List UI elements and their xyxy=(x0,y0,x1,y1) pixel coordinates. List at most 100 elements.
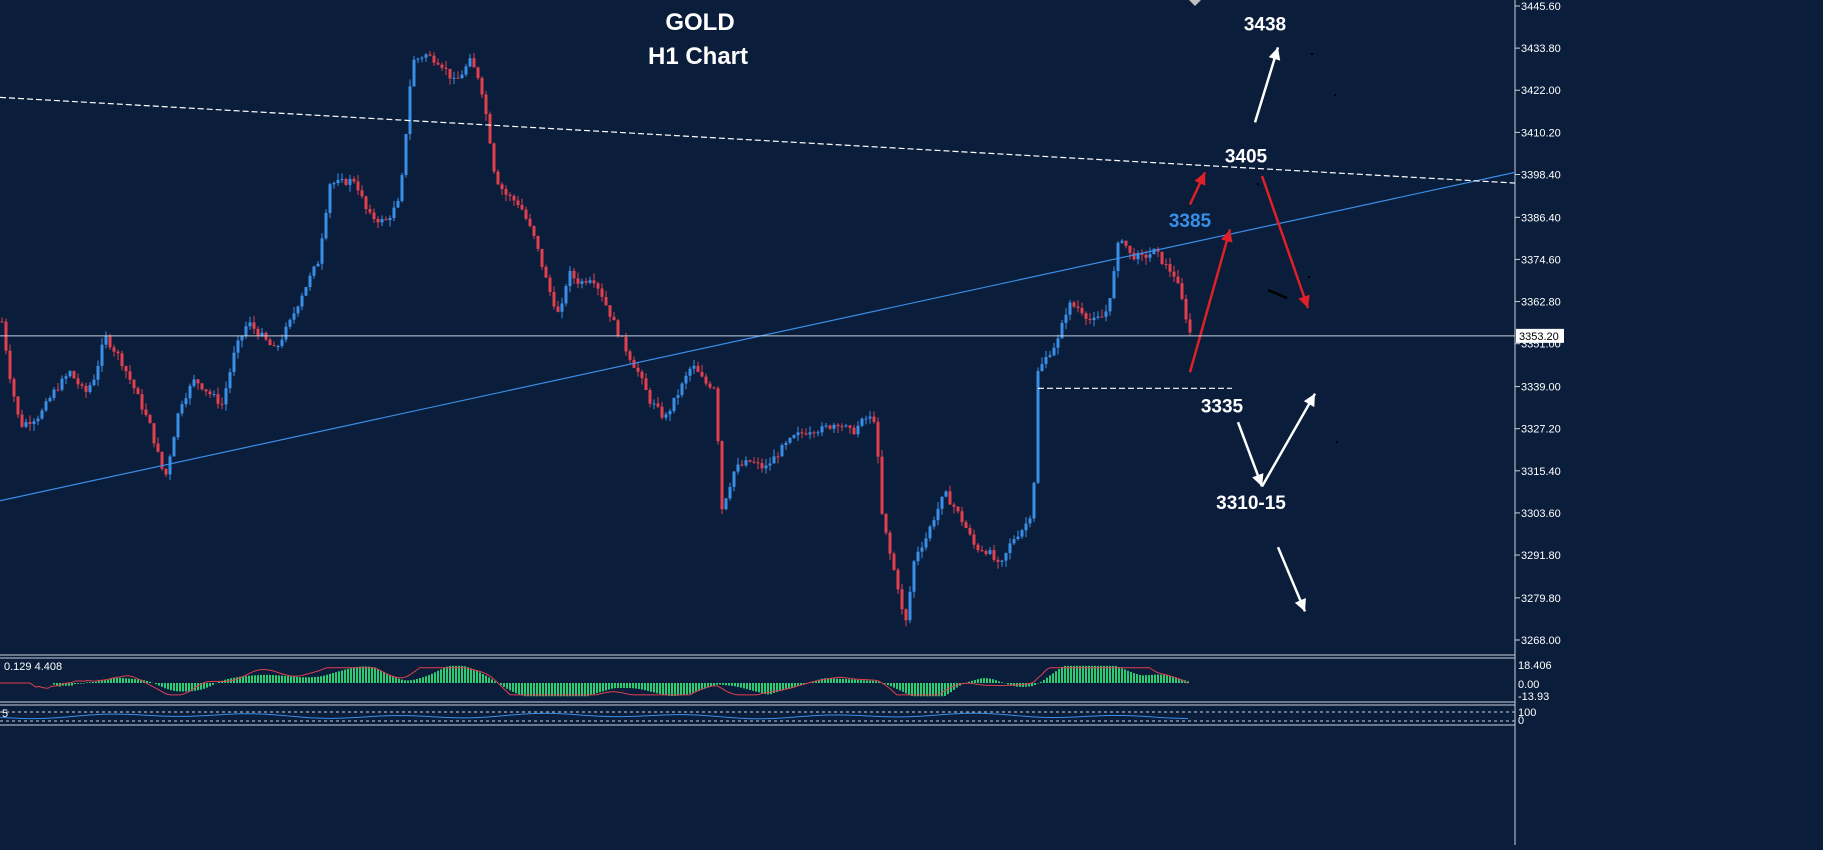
candle-body xyxy=(956,506,960,512)
y-tick-label: 3398.40 xyxy=(1521,169,1561,181)
candle-body xyxy=(588,280,592,283)
candle-body xyxy=(488,114,492,144)
candle-body xyxy=(344,179,348,185)
candle-body xyxy=(512,195,516,201)
candle-body xyxy=(848,425,852,428)
candle-body xyxy=(772,456,776,464)
candle-body xyxy=(572,270,576,279)
candle-body xyxy=(508,194,512,196)
candle-body xyxy=(944,491,948,497)
candle-body xyxy=(872,416,876,422)
candle-body xyxy=(132,379,136,389)
candle-body xyxy=(232,352,236,373)
overlays-group: 3438 3405 3385 3335 3310-15 xyxy=(0,14,1516,612)
red-arrow xyxy=(1188,229,1233,373)
candle-body xyxy=(460,74,464,79)
candle-body xyxy=(792,435,796,438)
candle-body xyxy=(860,418,864,426)
candle-body xyxy=(444,67,448,69)
candle-body xyxy=(1172,271,1176,277)
candle-body xyxy=(1020,530,1024,537)
candle-body xyxy=(256,328,260,337)
candle-body xyxy=(500,184,504,190)
candle-body xyxy=(644,378,648,391)
candle-body xyxy=(216,394,220,404)
candle-body xyxy=(832,424,836,429)
candle-body xyxy=(784,442,788,446)
candle-body xyxy=(156,443,160,452)
candle-body xyxy=(324,212,328,239)
candle-body xyxy=(448,68,452,79)
candle-body xyxy=(104,336,108,345)
candle-body xyxy=(1012,539,1016,544)
candle-body xyxy=(924,538,928,548)
red-arrow xyxy=(1188,171,1207,206)
candle-body xyxy=(1028,518,1032,524)
y-tick-label: 3374.60 xyxy=(1521,254,1561,266)
candle-body xyxy=(368,209,372,213)
candle-body xyxy=(188,385,192,399)
candle-body xyxy=(896,569,900,590)
candle-body xyxy=(700,371,704,377)
candle-body xyxy=(1016,536,1020,540)
candle-body xyxy=(136,388,140,395)
candle-body xyxy=(680,383,684,396)
lower-panel-label: 5 xyxy=(2,708,8,720)
candle-body xyxy=(628,351,632,360)
candle-body xyxy=(476,67,480,78)
candle-body xyxy=(884,513,888,533)
candle-body xyxy=(128,371,132,380)
candle-body xyxy=(868,416,872,419)
candle-body xyxy=(1112,271,1116,299)
candle-body xyxy=(900,589,904,610)
y-tick-label: 3315.40 xyxy=(1521,466,1561,478)
candle-body xyxy=(1088,318,1092,321)
macd-values-label: 0.129 4.408 xyxy=(4,661,62,673)
candle-body xyxy=(592,280,596,284)
candle-body xyxy=(1160,251,1164,264)
candle-body xyxy=(112,347,116,352)
candle-body xyxy=(1188,319,1192,333)
candle-body xyxy=(428,54,432,56)
candle-body xyxy=(480,77,484,95)
candle-body xyxy=(372,212,376,220)
candle-body xyxy=(556,306,560,312)
candle-body xyxy=(280,339,284,347)
candle-body xyxy=(776,456,780,458)
candle-body xyxy=(748,460,752,462)
candle-body xyxy=(812,432,816,434)
candle-body xyxy=(564,286,568,304)
candle-body xyxy=(152,423,156,444)
candle-body xyxy=(724,498,728,510)
candle-body xyxy=(176,413,180,438)
candle-body xyxy=(968,528,972,535)
candle-body xyxy=(852,427,856,435)
candle-body xyxy=(1084,313,1088,319)
candle-body xyxy=(172,437,176,457)
candle-body xyxy=(360,190,364,197)
candle-body xyxy=(68,371,72,377)
candle-body xyxy=(912,561,916,592)
candle-body xyxy=(44,401,48,411)
candle-body xyxy=(276,346,280,348)
candle-body xyxy=(1064,314,1068,323)
candle-body xyxy=(612,316,616,321)
candle-body xyxy=(192,379,196,386)
y-tick-label: 3303.60 xyxy=(1521,508,1561,520)
candle-body xyxy=(1040,363,1044,372)
candle-body xyxy=(184,398,188,405)
candle-body xyxy=(752,461,756,463)
candle-body xyxy=(1128,245,1132,253)
candle-body xyxy=(1096,316,1100,318)
candle-body xyxy=(712,387,716,389)
candle-body xyxy=(716,388,720,442)
y-tick-label: 3327.20 xyxy=(1521,424,1561,436)
y-tick-label: 3422.00 xyxy=(1521,85,1561,97)
price-level-label: 3335 xyxy=(1201,396,1244,417)
candle-body xyxy=(1140,253,1144,255)
candle-body xyxy=(976,544,980,551)
candle-body xyxy=(236,340,240,353)
candle-body xyxy=(964,522,968,529)
candle-body xyxy=(328,184,332,213)
candle-body xyxy=(864,418,868,420)
